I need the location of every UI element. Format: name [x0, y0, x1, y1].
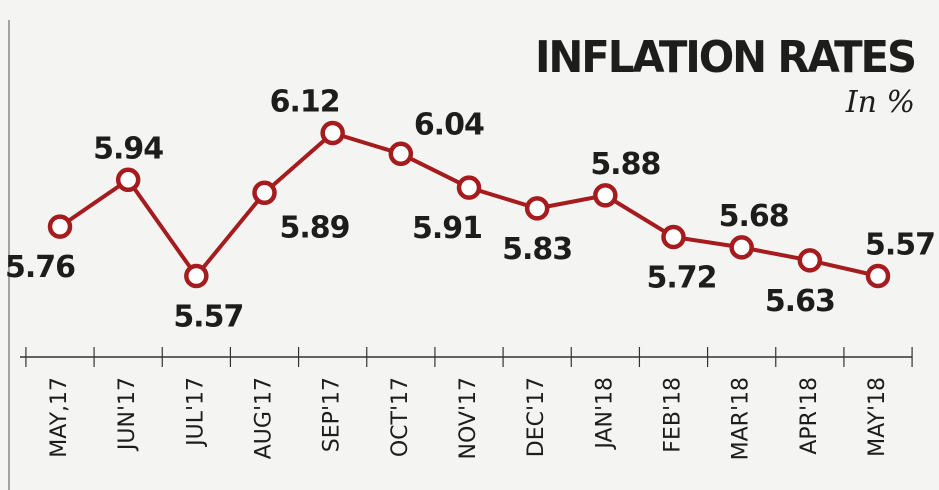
- data-label: 6.12: [270, 85, 340, 120]
- x-tick-label: NOV'17: [456, 377, 481, 459]
- marker: [47, 214, 73, 239]
- marker: [729, 235, 754, 260]
- x-tick-label: MAY'18: [865, 377, 890, 457]
- data-label: 5.57: [173, 300, 243, 335]
- data-label: 5.63: [765, 284, 835, 319]
- data-label: 5.68: [719, 199, 789, 234]
- marker: [252, 180, 277, 206]
- marker: [524, 196, 550, 221]
- data-label: 5.91: [412, 211, 482, 246]
- chart-subtitle: In %: [845, 85, 915, 120]
- marker: [388, 141, 414, 167]
- marker: [865, 263, 891, 289]
- x-tick-label: OCT'17: [388, 377, 413, 457]
- x-tick-label: JAN'18: [592, 377, 617, 451]
- marker: [184, 263, 209, 289]
- data-label: 5.89: [279, 210, 349, 245]
- marker: [320, 120, 345, 146]
- x-tick-label: MAY,17: [47, 377, 72, 458]
- x-tick-label: JUL'17: [183, 377, 208, 448]
- x-tick-label: MAR'18: [729, 377, 754, 460]
- data-label: 5.76: [5, 250, 75, 285]
- x-tick-label: JUN'17: [115, 377, 140, 452]
- data-label: 5.88: [590, 147, 660, 182]
- x-tick-label: AUG'17: [252, 377, 277, 459]
- x-tick-label: SEP'17: [320, 377, 345, 452]
- data-label: 5.94: [93, 131, 163, 166]
- marker: [661, 224, 686, 250]
- data-label: 6.04: [414, 107, 484, 142]
- x-tick-label: DEC'17: [524, 377, 549, 457]
- data-label: 5.57: [865, 228, 935, 263]
- chart-title: INFLATION RATES: [535, 32, 915, 83]
- marker: [593, 183, 618, 208]
- data-label: 5.83: [502, 232, 572, 267]
- marker: [797, 248, 823, 273]
- marker: [115, 167, 141, 193]
- x-tick-label: FEB'18: [661, 377, 686, 453]
- data-label: 5.72: [646, 261, 716, 296]
- x-tick-label: APR'18: [797, 377, 822, 455]
- marker: [456, 175, 482, 200]
